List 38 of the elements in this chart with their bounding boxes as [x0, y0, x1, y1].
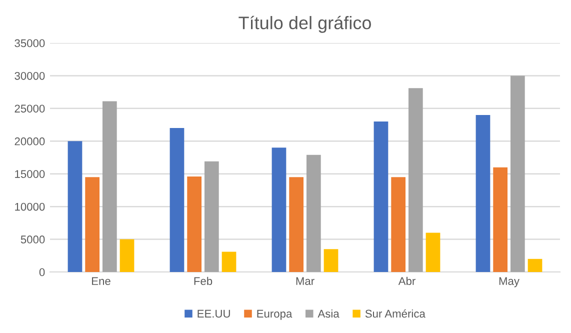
- legend-label: Europa: [257, 310, 292, 320]
- y-tick-label: 20000: [14, 137, 45, 146]
- bar: [476, 114, 490, 272]
- y-tick-label: 0: [39, 268, 45, 276]
- y-tick-label: 15000: [15, 170, 45, 178]
- legend-label: Asia: [318, 309, 340, 318]
- bar: [170, 128, 184, 272]
- legend-label: Sur América: [365, 309, 426, 318]
- y-tick-label: 35000: [14, 39, 45, 48]
- x-tick-label: Abr: [398, 276, 416, 286]
- x-tick-label: Feb: [194, 276, 212, 286]
- bar: [374, 122, 388, 272]
- y-tick-label: 25000: [14, 104, 45, 113]
- bar: [68, 141, 82, 272]
- bar: [510, 76, 525, 272]
- bar: [272, 148, 286, 272]
- bar: [324, 249, 338, 272]
- x-tick-label: May: [499, 277, 520, 288]
- bar: [222, 252, 236, 272]
- legend-label: EE.UU: [198, 310, 230, 318]
- x-tick-label: Ene: [92, 277, 110, 286]
- bar: [306, 154, 321, 272]
- x-tick-label: Mar: [296, 277, 314, 286]
- y-tick-label: 30000: [14, 72, 45, 80]
- bar: [426, 232, 440, 272]
- bar: [187, 176, 202, 272]
- y-tick-label: 10000: [15, 202, 45, 211]
- bar: [493, 167, 508, 272]
- bar: [102, 101, 117, 272]
- bar: [528, 258, 542, 272]
- bar: [85, 177, 100, 272]
- bar: [289, 177, 304, 272]
- bar: [391, 177, 406, 272]
- chart-title: Título del gráfico: [238, 16, 371, 33]
- bar: [408, 88, 423, 272]
- bar: [120, 239, 134, 272]
- y-tick-label: 5000: [20, 236, 45, 244]
- bar: [204, 161, 219, 272]
